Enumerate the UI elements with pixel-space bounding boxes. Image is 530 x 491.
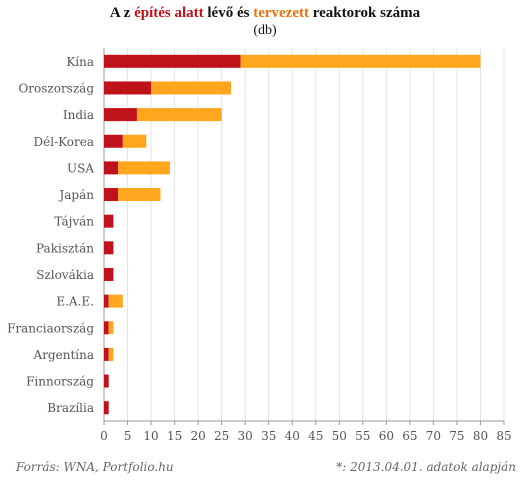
- x-tick-label: 60: [379, 429, 394, 443]
- bar-under_construction: [104, 108, 137, 122]
- category-label: Argentína: [33, 348, 94, 362]
- bar-planned: [240, 54, 481, 68]
- bar-planned: [122, 134, 147, 148]
- bar-planned: [118, 161, 170, 175]
- date-note: *: 2013.04.01. adatok alapján: [336, 460, 516, 474]
- bar-planned: [118, 188, 161, 202]
- x-tick-label: 70: [426, 429, 441, 443]
- bar-under_construction: [104, 161, 119, 175]
- category-label: Tájván: [54, 215, 94, 229]
- bar-under_construction: [104, 241, 114, 255]
- bar-under_construction: [104, 347, 109, 361]
- bar-under_construction: [104, 134, 123, 148]
- category-label: Oroszország: [18, 81, 94, 95]
- title-part-3: lévő és: [203, 5, 254, 21]
- bar-under_construction: [104, 374, 109, 388]
- x-tick-label: 20: [190, 429, 205, 443]
- category-label: Kína: [66, 55, 94, 69]
- category-label: Brazília: [47, 401, 94, 415]
- x-tick-label: 0: [100, 429, 108, 443]
- title-part-5: reaktorok száma: [309, 5, 421, 21]
- bar-under_construction: [104, 81, 152, 95]
- category-label: Pakisztán: [36, 241, 94, 255]
- category-label: Japán: [57, 188, 94, 202]
- chart-title: A z építés alatt lévő és tervezett reakt…: [0, 5, 530, 22]
- bar-planned: [151, 81, 232, 95]
- x-tick-label: 40: [285, 429, 300, 443]
- x-tick-label: 35: [261, 429, 276, 443]
- bar-planned: [108, 347, 114, 361]
- bar-under_construction: [104, 188, 119, 202]
- x-tick-label: 75: [449, 429, 464, 443]
- category-label: Finnország: [26, 375, 94, 389]
- bar-under_construction: [104, 54, 241, 68]
- bar-planned: [108, 321, 114, 335]
- category-label: E.A.E.: [56, 295, 94, 309]
- x-tick-label: 50: [332, 429, 347, 443]
- x-tick-label: 80: [473, 429, 488, 443]
- x-tick-label: 15: [167, 429, 182, 443]
- x-tick-label: 30: [238, 429, 253, 443]
- bar-under_construction: [104, 401, 109, 415]
- x-tick-label: 85: [496, 429, 511, 443]
- bar-under_construction: [104, 294, 109, 308]
- x-tick-label: 5: [124, 429, 132, 443]
- title-part-1: A z: [109, 5, 135, 21]
- x-tick-label: 65: [402, 429, 417, 443]
- x-tick-label: 55: [355, 429, 370, 443]
- category-label: India: [63, 108, 94, 122]
- chart-subtitle: (db): [253, 23, 277, 38]
- source-note: Forrás: WNA, Portfolio.hu: [16, 460, 174, 474]
- x-tick-label: 10: [143, 429, 158, 443]
- category-label: Szlovákia: [36, 268, 94, 282]
- bar-planned: [108, 294, 123, 308]
- category-label: USA: [67, 161, 94, 175]
- x-tick-label: 45: [308, 429, 323, 443]
- bar-planned: [136, 108, 222, 122]
- x-tick-label: 25: [214, 429, 229, 443]
- title-planned: tervezett: [253, 5, 309, 21]
- title-under-construction: építés alatt: [134, 5, 204, 21]
- bar-under_construction: [104, 267, 114, 281]
- category-label: Franciaország: [7, 321, 94, 335]
- bar-under_construction: [104, 321, 109, 335]
- category-label: Dél-Korea: [34, 135, 94, 149]
- bar-under_construction: [104, 214, 114, 228]
